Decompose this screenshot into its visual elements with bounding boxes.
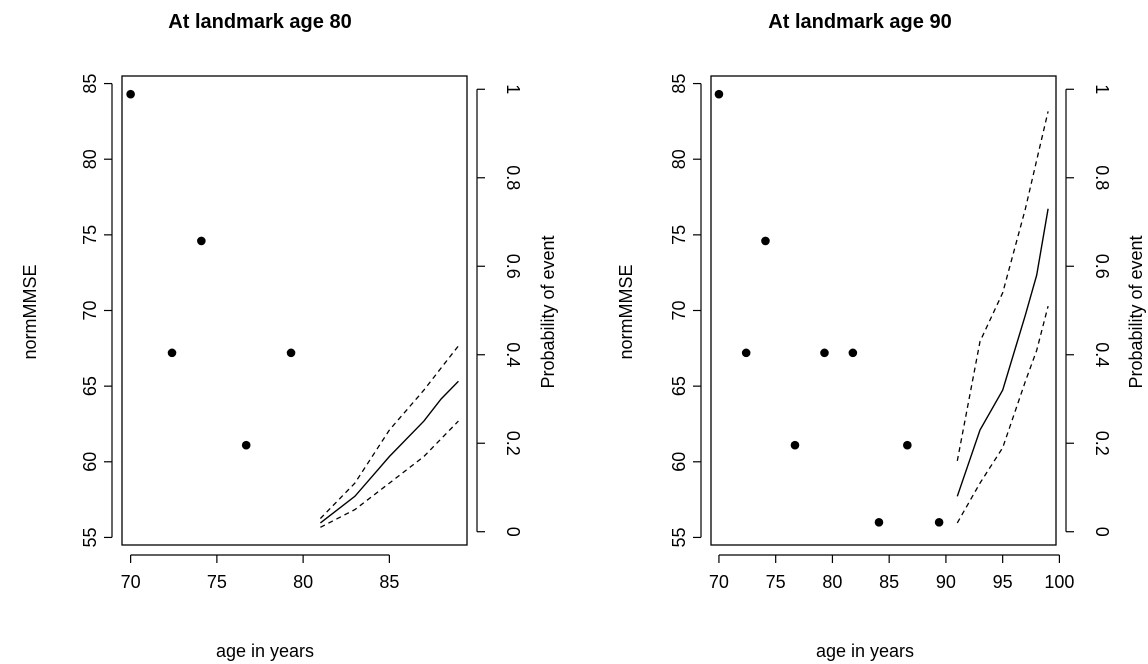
x-tick-label: 85 [879, 572, 899, 592]
y-tick-label: 85 [80, 74, 100, 94]
data-point [848, 348, 858, 358]
data-point [874, 518, 884, 527]
data-point [241, 440, 251, 450]
chart-title: At landmark age 80 [168, 11, 351, 33]
y2-tick-label: 0 [503, 527, 523, 537]
plot-frame [121, 75, 468, 546]
estimate-line [319, 380, 459, 524]
x-axis-label: age in years [816, 641, 914, 661]
data-point [934, 518, 944, 527]
plot-area: 70 75 80 85 90 95 100 55 60 65 70 75 80 85 0 0.2 0.4 0.6 0… [669, 74, 1112, 592]
data-point [820, 348, 829, 358]
data-point [286, 348, 296, 358]
x-tick-label: 90 [936, 572, 956, 592]
y2-tick-label: 1 [503, 84, 523, 94]
y-tick-label: 75 [80, 225, 100, 245]
y-tick-label: 60 [80, 452, 100, 472]
estimate-line [956, 208, 1049, 497]
x-tick-label: 100 [1044, 572, 1074, 592]
y-tick-label: 70 [80, 300, 100, 320]
data-point [741, 348, 751, 358]
x-tick-label: 80 [822, 572, 842, 592]
x-tick-label: 75 [207, 572, 227, 592]
x-tick-label: 70 [121, 572, 141, 592]
data-point [903, 440, 912, 450]
panel-landmark-90: At landmark age 90 age in years normMMSE… [616, 11, 1146, 661]
data-point [197, 236, 206, 246]
y-tick-label: 85 [669, 74, 689, 94]
y-tick-label: 80 [80, 149, 100, 169]
y-tick-label: 80 [669, 149, 689, 169]
data-point [126, 89, 135, 99]
data-point [761, 236, 770, 246]
x-tick-label: 85 [379, 572, 399, 592]
chart-title: At landmark age 90 [768, 11, 951, 33]
y2-axis-label: Probability of event [1126, 235, 1146, 388]
y2-tick-label: 0.4 [503, 342, 523, 367]
data-point [714, 89, 724, 99]
y2-tick-label: 0 [1092, 527, 1112, 537]
y2-tick-label: 0.6 [503, 254, 523, 279]
data-point [167, 348, 177, 358]
y2-tick-label: 0.2 [1092, 431, 1112, 456]
y-axis-label: normMMSE [616, 264, 636, 359]
y-tick-label: 55 [669, 527, 689, 547]
lower-bound-line [320, 420, 459, 528]
lower-bound-line [956, 305, 1049, 524]
y2-tick-label: 1 [1092, 84, 1112, 94]
y2-tick-label: 0.2 [503, 431, 523, 456]
y-tick-label: 75 [669, 225, 689, 245]
y2-tick-label: 0.6 [1092, 254, 1112, 279]
panel-landmark-80: At landmark age 80 age in years normMMSE… [20, 11, 558, 661]
x-tick-label: 80 [293, 572, 313, 592]
data-point [790, 440, 800, 450]
x-tick-label: 95 [993, 572, 1013, 592]
y2-tick-label: 0.4 [1092, 342, 1112, 367]
y-tick-label: 65 [80, 376, 100, 396]
y-tick-label: 65 [669, 376, 689, 396]
y2-tick-label: 0.8 [1092, 165, 1112, 190]
y-tick-label: 60 [669, 452, 689, 472]
y2-tick-label: 0.8 [503, 165, 523, 190]
y-tick-label: 70 [669, 300, 689, 320]
upper-bound-line [956, 111, 1049, 462]
x-axis-label: age in years [216, 641, 314, 661]
y-axis-label: normMMSE [20, 264, 40, 359]
y-tick-label: 55 [80, 527, 100, 547]
plot-frame [710, 75, 1057, 546]
x-tick-label: 70 [709, 572, 729, 592]
x-tick-label: 75 [766, 572, 786, 592]
plot-area: 70 75 80 85 55 60 65 70 75 80 85 0 0.2 0.4 0.6 0.8 1 [80, 74, 523, 592]
y2-axis-label: Probability of event [538, 235, 558, 388]
upper-bound-line [319, 345, 459, 519]
